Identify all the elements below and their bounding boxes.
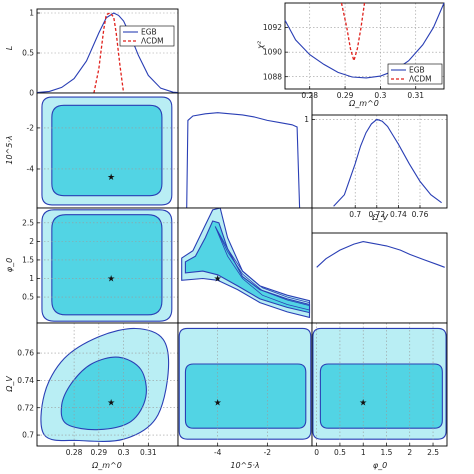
- y-tick-label: -2: [27, 124, 35, 133]
- x-tick-label: 0.76: [412, 210, 429, 219]
- series-line-egb: [284, 2, 445, 79]
- contour-1sigma: [51, 214, 163, 316]
- x-axis-label-chi2-omega-m: Ω_m^0: [348, 99, 379, 108]
- x-tick-label: 0.3: [118, 448, 130, 457]
- contour-strand: [214, 226, 310, 306]
- best-fit-star: ★: [107, 173, 115, 183]
- x-axis-label-phi: φ_0: [373, 461, 387, 470]
- x-tick-label: -2: [264, 448, 272, 457]
- x-tick-label: 0.29: [337, 91, 354, 100]
- series-line-lcdm: [93, 12, 125, 94]
- panel-bg: [37, 9, 178, 93]
- x-tick-label: 0.28: [66, 448, 83, 457]
- y-tick-label: 0.74: [17, 376, 34, 385]
- y-tick-label: 1090: [263, 48, 282, 57]
- y-tick-label: 2: [29, 237, 34, 246]
- x-tick-label: 2.5: [427, 448, 439, 457]
- x-tick-label: 0.31: [140, 448, 157, 457]
- panel-bg: [178, 93, 312, 208]
- contour-1sigma: [184, 220, 311, 314]
- y-tick-label: 1.5: [22, 256, 34, 265]
- panel-phi-likelihood: [311, 232, 448, 324]
- x-tick-label: 0.74: [390, 210, 407, 219]
- panel-omega-v-vs-lambda: -4 -2 ★: [177, 322, 313, 457]
- x-tick-label: 0.3: [374, 91, 386, 100]
- y-axis-label-L: L: [5, 46, 14, 50]
- y-tick-label: 1: [29, 274, 34, 283]
- series-line-lcdm: [340, 2, 366, 64]
- y-tick-label: 1088: [263, 72, 282, 81]
- panel-lambda-likelihood: [177, 92, 313, 209]
- x-tick-label: 1: [361, 448, 366, 457]
- panel-omega-v-vs-omega-m: 0.28 0.29 0.3 0.31 0.7 0.72 0.74 0.76 ★: [17, 322, 179, 457]
- x-tick-label: 0: [314, 448, 319, 457]
- panel-bg: [312, 233, 447, 323]
- legend-label-egb: EGB: [409, 66, 425, 75]
- y-tick-label: 0.5: [22, 293, 34, 302]
- x-axis-label-omega-v-top: Ω_V: [371, 213, 388, 222]
- best-fit-star: ★: [107, 274, 115, 284]
- contour-strand: [214, 226, 310, 311]
- y-tick-label: 0.7: [22, 431, 34, 440]
- best-fit-star: ★: [214, 398, 222, 408]
- x-tick-label: 0.28: [301, 91, 318, 100]
- contour-1sigma: [319, 363, 443, 429]
- x-tick-label: 2: [407, 448, 412, 457]
- panel-frame: [311, 322, 448, 447]
- panel-phi-vs-lambda: ★: [177, 207, 313, 324]
- panel-lambda-vs-omega-m: -4 -2 ★: [27, 92, 179, 209]
- x-tick-label: 0.5: [334, 448, 346, 457]
- y-tick-label: 2.5: [22, 218, 34, 227]
- legend-label-lcdm: ΛCDM: [141, 37, 164, 46]
- x-tick-label: 0.29: [90, 448, 107, 457]
- series-line-egb: [316, 241, 445, 268]
- best-fit-star: ★: [359, 398, 367, 408]
- x-tick-label: 0.72: [368, 210, 385, 219]
- best-fit-star: ★: [214, 274, 222, 284]
- y-axis-label-chi2: χ²: [256, 40, 265, 50]
- panel-frame: [311, 114, 448, 209]
- y-axis-label-lambda: 10^5·λ: [5, 135, 14, 164]
- legend-label-lcdm: ΛCDM: [409, 75, 432, 84]
- y-tick-label: 0.5: [22, 49, 34, 58]
- y-tick-label: 0.76: [17, 349, 34, 358]
- panel-omega-v-likelihood: 0.7 0.72 0.74 0.76 1: [304, 114, 448, 219]
- series-line-egb: [333, 118, 442, 207]
- series-line-egb: [186, 112, 301, 209]
- y-tick-label: 1092: [263, 23, 282, 32]
- x-axis-label-lambda: 10^5·λ: [230, 461, 259, 470]
- contour-1sigma: [60, 356, 147, 431]
- x-tick-label: 1.5: [381, 448, 393, 457]
- y-axis-label-omega-v: Ω_V: [5, 376, 14, 393]
- y-tick-label: 0.72: [17, 403, 34, 412]
- panel-omega-v-vs-phi: 0 0.5 1 1.5 2 2.5 ★: [311, 322, 448, 457]
- y-tick-label: 1: [29, 9, 34, 18]
- contour-strand: [214, 226, 310, 303]
- y-tick-label: -4: [27, 165, 35, 174]
- panel-bg: [312, 115, 447, 208]
- panel-phi-vs-omega-m: 0.5 1 1.5 2 2.5 ★: [22, 207, 179, 324]
- series-line-egb: [36, 12, 179, 94]
- x-tick-label: -4: [214, 448, 222, 457]
- contour-1sigma: [184, 363, 307, 429]
- legend-label-egb: EGB: [141, 28, 157, 37]
- best-fit-star: ★: [107, 398, 115, 408]
- y-tick-label: 1: [304, 115, 309, 124]
- x-axis-label-omega-m: Ω_m^0: [91, 461, 122, 470]
- y-tick-label: 0: [29, 89, 34, 98]
- x-tick-label: 0.31: [407, 91, 424, 100]
- x-tick-label: 0.7: [349, 210, 361, 219]
- y-axis-label-phi: φ_0: [5, 258, 14, 272]
